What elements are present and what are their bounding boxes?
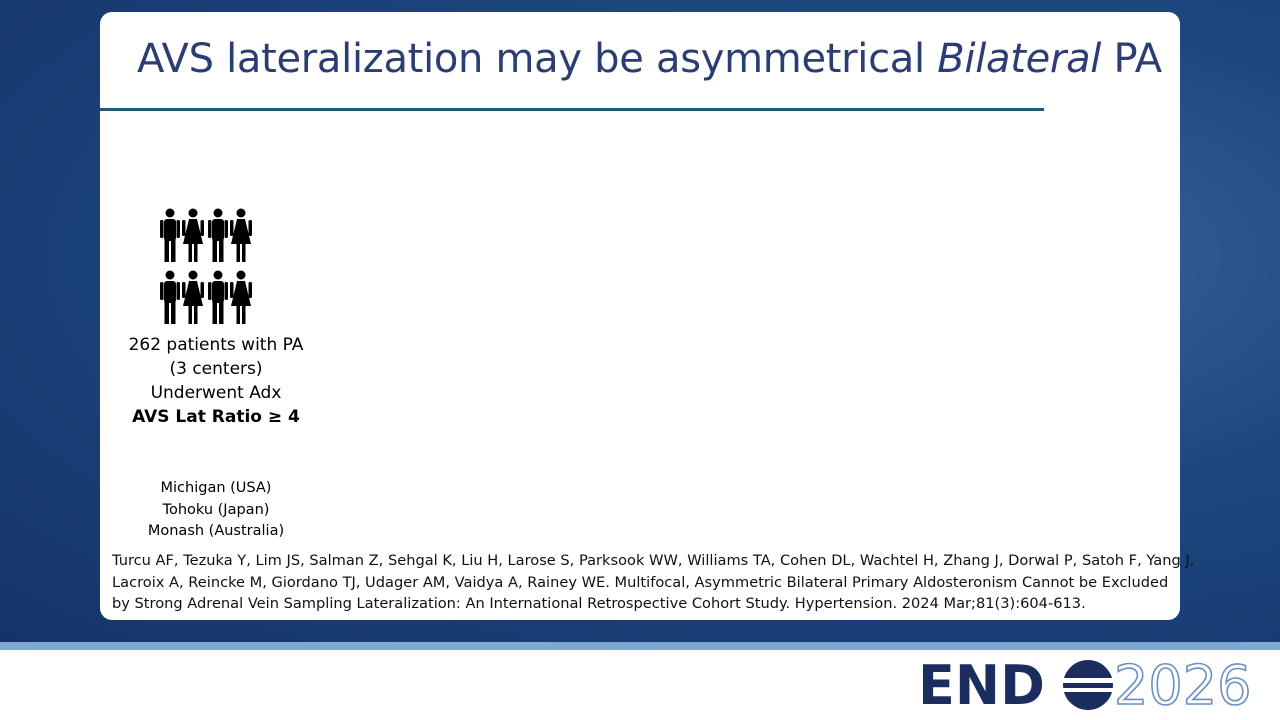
people-icon	[160, 208, 252, 324]
citation-line: Turcu AF, Tezuka Y, Lim JS, Salman Z, Se…	[112, 552, 1195, 569]
logo-brand: END	[918, 655, 1045, 715]
cohort-text: 262 patients with PA (3 centers) Underwent…	[116, 333, 316, 429]
slide-title: AVS lateralization may be asymmetrical B…	[137, 36, 1162, 82]
cohort-line: 262 patients with PA	[128, 335, 304, 355]
logo-globe	[1058, 660, 1118, 710]
cohort-criterion: AVS Lat Ratio ≥ 4	[132, 407, 300, 427]
cohort-line: Underwent Adx	[150, 383, 282, 403]
center-name: Michigan (USA)	[160, 480, 272, 496]
title-text: PA	[1113, 36, 1163, 82]
title-emphasis: Bilateral	[937, 36, 1102, 82]
title-text: AVS lateralization may be asymmetrical	[137, 36, 925, 82]
citation-line: by Strong Adrenal Vein Sampling Laterali…	[112, 595, 1086, 612]
slide-card	[100, 12, 1180, 620]
center-name: Tohoku (Japan)	[162, 501, 270, 518]
logo: END 2026	[918, 655, 1252, 715]
citation: Turcu AF, Tezuka Y, Lim JS, Salman Z, Se…	[112, 550, 1194, 615]
center-name: Monash (Australia)	[147, 523, 285, 539]
logo-year: 2026	[1114, 655, 1251, 715]
footer-stripe	[0, 642, 1280, 650]
title-rule	[100, 108, 1044, 111]
citation-line: Lacroix A, Reincke M, Giordano TJ, Udage…	[112, 573, 1169, 591]
centers-list: Michigan (USA) Tohoku (Japan) Monash (Aust…	[116, 478, 316, 543]
cohort-line: (3 centers)	[169, 359, 263, 379]
